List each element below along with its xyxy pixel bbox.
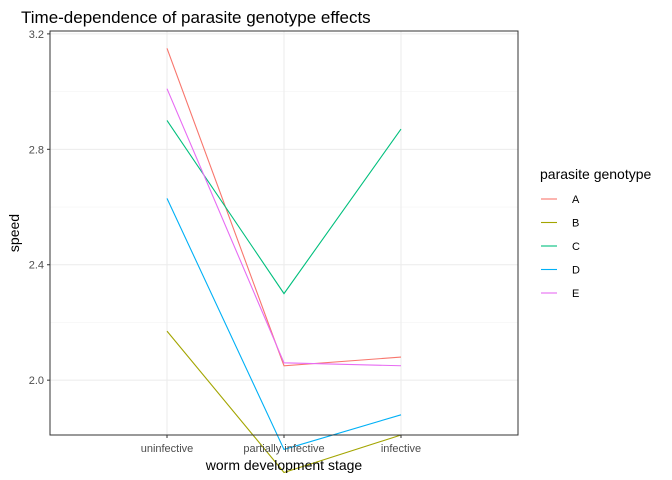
- x-tick-label: infective: [381, 443, 421, 455]
- plot-lines: [166, 48, 402, 474]
- x-tick-label: uninfective: [141, 443, 194, 455]
- y-axis-ticks: 2.0 2.4 2.8 3.2: [29, 29, 50, 387]
- x-tick-label: partially infective: [243, 443, 324, 455]
- y-tick-label: 2.8: [29, 144, 44, 156]
- series-line-a: [166, 48, 402, 367]
- legend-label-a: A: [572, 194, 580, 206]
- legend-label-c: C: [572, 241, 580, 253]
- y-axis-title: speed: [6, 214, 22, 252]
- y-tick-label: 3.2: [29, 29, 44, 41]
- x-axis-title: worm development stage: [205, 457, 363, 473]
- y-tick-label: 2.0: [29, 375, 44, 387]
- series-line-b: [166, 330, 402, 474]
- legend-label-d: D: [572, 265, 580, 277]
- legend-label-e: E: [572, 288, 579, 300]
- series-line-d: [166, 198, 402, 451]
- series-line-e: [166, 88, 402, 367]
- series-line-c: [166, 120, 402, 295]
- legend-label-b: B: [572, 218, 579, 230]
- x-axis-ticks: uninfective partially infective infective: [141, 435, 421, 455]
- plot-grid: [50, 31, 518, 435]
- y-tick-label: 2.4: [29, 260, 44, 272]
- chart-title: Time-dependence of parasite genotype eff…: [21, 8, 371, 27]
- legend-title: parasite genotype: [540, 166, 652, 182]
